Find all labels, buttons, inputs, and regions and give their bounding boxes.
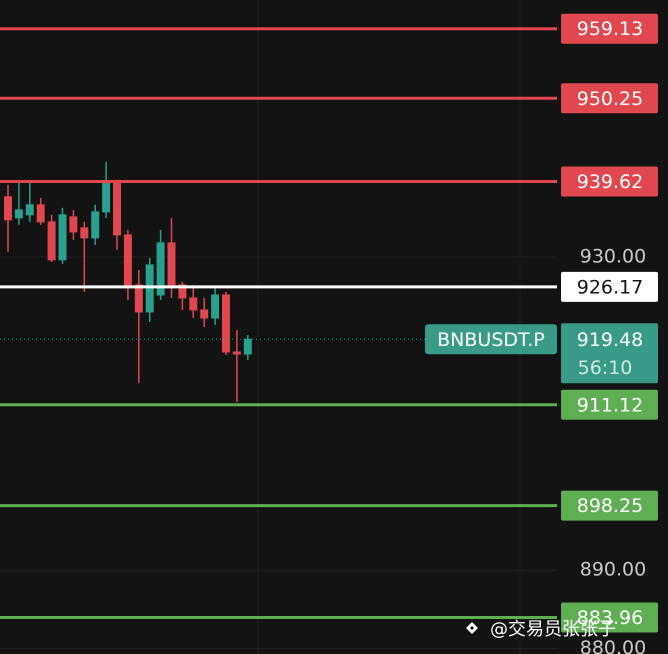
watermark-icon [466,622,478,634]
level-label: 926.17 [577,276,643,298]
level-label: 898.25 [577,495,643,517]
candle-body [58,214,67,261]
level-label: 911.12 [577,394,643,416]
candle-body [80,227,89,239]
level-label-box [561,602,658,633]
candle-body [4,196,12,221]
y-tick-label: 890.00 [580,559,646,581]
level-label-box [561,389,658,420]
countdown-label: 56:10 [578,357,633,379]
level-label-box [561,271,658,302]
candle-body [243,338,252,355]
y-tick-label: 930.00 [580,245,646,267]
level-label: 959.13 [577,18,643,40]
level-label-box [561,83,658,114]
last-price-box [561,323,658,384]
candle-body [113,182,121,236]
level-label-box [561,13,658,44]
level-label: 939.62 [577,171,643,193]
watermark: @交易员张张子 [490,619,616,640]
last-price-label: 919.48 [577,329,643,351]
candle-body [91,211,100,239]
candle-body [47,221,56,261]
candle-body [222,294,230,353]
candle-body [211,294,220,319]
level-label: 950.25 [577,88,643,110]
candle-body [134,284,143,313]
candle-body [14,209,23,219]
candle-body [189,297,198,311]
candle-body [178,284,187,299]
candle-body [25,204,34,216]
symbol-label: BNBUSDT.P [437,329,545,351]
level-label: 883.96 [577,607,643,629]
candle-body [232,351,241,355]
level-label-box [561,166,658,197]
candle-body [69,216,78,233]
symbol-box [425,324,557,355]
level-label-box [561,490,658,521]
candle-body [123,234,132,286]
candle-body [36,204,45,223]
candle-body [156,242,165,296]
candle-body [167,242,176,286]
y-tick-label: 880.00 [580,637,646,654]
candle-body [102,182,111,213]
candle-body [200,309,209,319]
candle-body [145,264,154,313]
